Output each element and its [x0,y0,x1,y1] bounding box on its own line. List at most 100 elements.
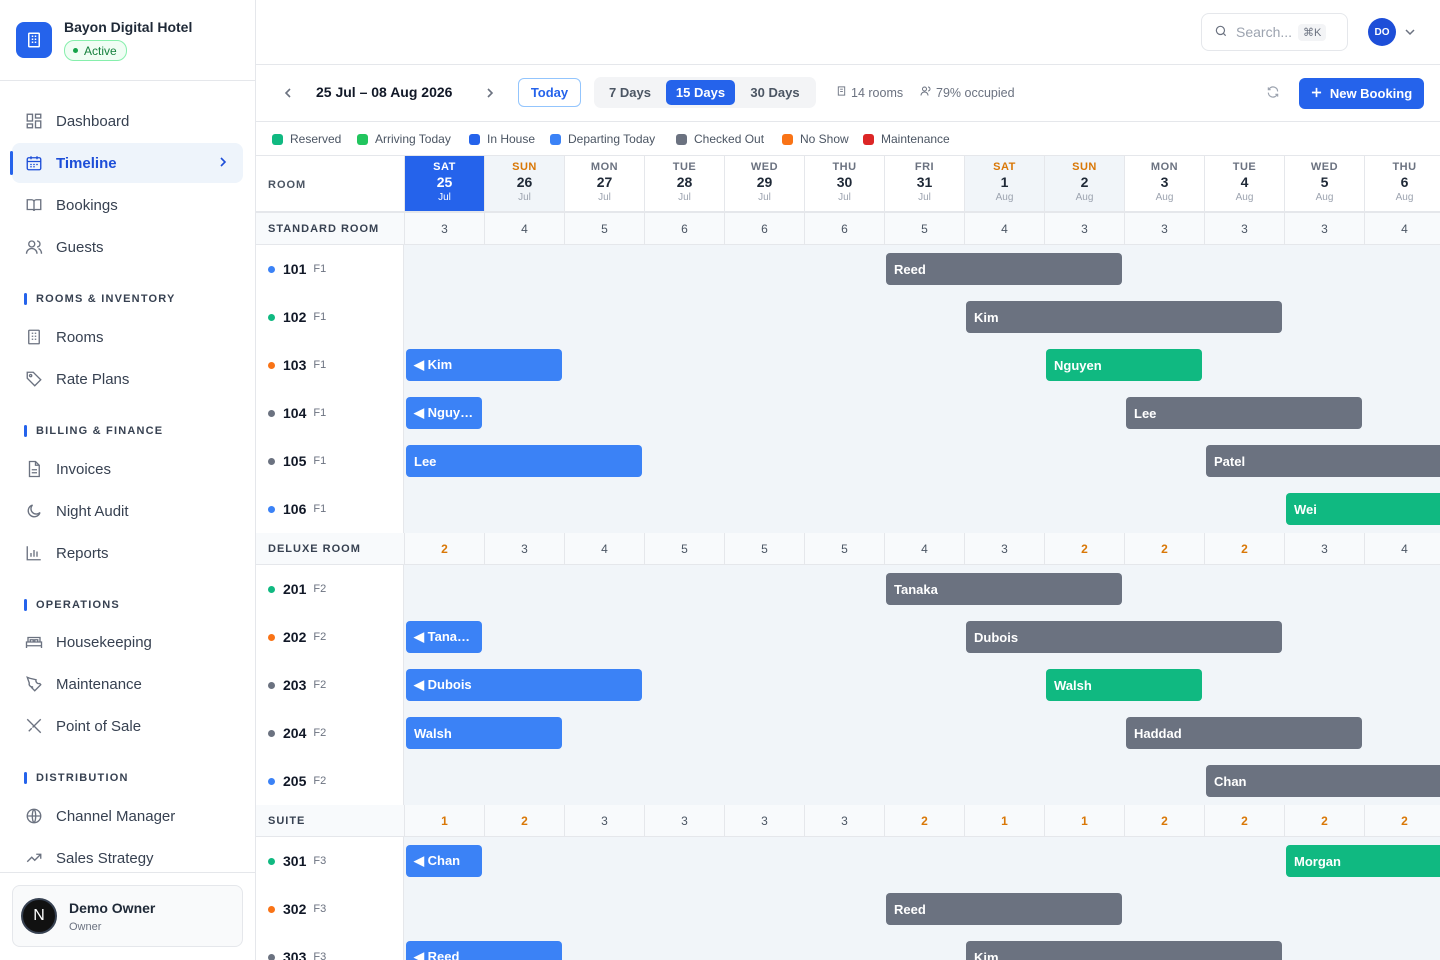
nav-channel-manager[interactable]: Channel Manager [12,796,243,836]
booking-bar[interactable]: Morgan [1286,845,1440,877]
legend-departing-today: Departing Today [550,132,655,146]
booking-bar[interactable]: ◀ Reed [406,941,562,960]
room-track[interactable]: Chan [404,757,1440,805]
booking-bar[interactable]: Walsh [1046,669,1202,701]
nav-bookings[interactable]: Bookings [12,185,243,225]
booking-bar[interactable]: Dubois [966,621,1282,653]
room-label[interactable]: 105 F1 [256,437,404,485]
nav-guests[interactable]: Guests [12,227,243,267]
room-track[interactable]: ◀ Reed Kim [404,933,1440,960]
day-month: Jul [598,192,611,203]
booking-bar[interactable]: ◀ Kim [406,349,562,381]
room-label[interactable]: 303 F3 [256,933,404,960]
room-track[interactable]: Reed [404,885,1440,933]
today-button[interactable]: Today [518,78,581,107]
room-track[interactable]: Reed [404,245,1440,293]
room-floor: F3 [313,951,327,960]
room-status-dot [268,313,275,321]
booking-bar[interactable]: Reed [886,253,1122,285]
booking-bar[interactable]: Walsh [406,717,562,749]
booking-bar[interactable]: Wei [1286,493,1440,525]
room-row: 204 F2 Walsh Haddad [256,709,1440,757]
nav-sales-strategy[interactable]: Sales Strategy [12,838,243,878]
day-number: 26 [516,174,533,190]
room-floor: F2 [313,679,327,691]
room-track[interactable]: ◀ Dubois Walsh [404,661,1440,709]
room-row: 106 F1 Wei [256,485,1440,533]
booking-bar[interactable]: Kim [966,301,1282,333]
header-avatar[interactable]: DO [1368,18,1396,46]
room-track[interactable]: Wei [404,485,1440,533]
booking-bar[interactable]: ◀ Dubois [406,669,642,701]
booking-bar[interactable]: ◀ Tana… [406,621,482,653]
refresh-icon[interactable] [1266,85,1280,102]
room-track[interactable]: ◀ Chan Morgan [404,837,1440,885]
nav-point-of-sale[interactable]: Point of Sale [12,706,243,746]
chevron-down-icon[interactable] [1404,25,1416,41]
nav-rooms[interactable]: Rooms [12,317,243,357]
prev-range-icon[interactable] [282,86,294,103]
building-icon [24,327,44,347]
nav-housekeeping[interactable]: Housekeeping [12,622,243,662]
room-label[interactable]: 102 F1 [256,293,404,341]
room-label[interactable]: 205 F2 [256,757,404,805]
nav-maintenance[interactable]: Maintenance [12,664,243,704]
room-label[interactable]: 106 F1 [256,485,404,533]
legend-swatch [676,133,687,145]
room-label[interactable]: 302 F3 [256,885,404,933]
nav-reports[interactable]: Reports [12,533,243,573]
room-label[interactable]: 203 F2 [256,661,404,709]
booking-bar[interactable]: ◀ Chan [406,845,482,877]
booking-bar[interactable]: Nguyen [1046,349,1202,381]
room-label[interactable]: 103 F1 [256,341,404,389]
room-track[interactable]: ◀ Kim Nguyen [404,341,1440,389]
nav-rate-plans[interactable]: Rate Plans [12,359,243,399]
nav-invoices[interactable]: Invoices [12,449,243,489]
availability-count: 6 [644,213,724,245]
view-15-days[interactable]: 15 Days [666,80,735,105]
room-floor: F2 [313,775,327,787]
booking-bar[interactable]: Chan [1206,765,1440,797]
room-number: 106 [283,501,307,517]
nav-timeline[interactable]: Timeline [10,143,243,183]
booking-bar[interactable]: Lee [406,445,642,477]
availability-count: 3 [1044,213,1124,245]
nav-night-audit[interactable]: Night Audit [12,491,243,531]
day-number: 3 [1160,174,1169,190]
booking-bar[interactable]: Kim [966,941,1282,960]
search-input[interactable]: Search... ⌘K [1201,13,1348,51]
view-30-days[interactable]: 30 Days [750,85,800,100]
legend-checked-out: Checked Out [676,132,764,146]
booking-bar[interactable]: Lee [1126,397,1362,429]
nav-label: Rate Plans [56,370,130,388]
view-7-days[interactable]: 7 Days [609,85,651,100]
booking-bar[interactable]: Reed [886,893,1122,925]
room-label[interactable]: 301 F3 [256,837,404,885]
room-label[interactable]: 202 F2 [256,613,404,661]
brand-header: Bayon Digital Hotel Active [0,0,255,81]
moon-icon [24,501,44,521]
availability-count: 5 [884,213,964,245]
user-profile-card[interactable]: N Demo Owner Owner [12,885,243,947]
booking-bar[interactable]: Tanaka [886,573,1122,605]
booking-bar[interactable]: Haddad [1126,717,1362,749]
day-of-week: SAT [433,161,456,173]
next-range-icon[interactable] [484,86,496,103]
room-track[interactable]: Kim [404,293,1440,341]
room-track[interactable]: ◀ Nguy… Lee [404,389,1440,437]
booking-bar[interactable]: Patel [1206,445,1440,477]
room-track[interactable]: Lee Patel [404,437,1440,485]
new-booking-button[interactable]: New Booking [1299,78,1424,109]
room-track[interactable]: Tanaka [404,565,1440,613]
booking-bar[interactable]: ◀ Nguy… [406,397,482,429]
room-label[interactable]: 101 F1 [256,245,404,293]
room-track[interactable]: Walsh Haddad [404,709,1440,757]
day-number: 31 [916,174,933,190]
nav-dashboard[interactable]: Dashboard [12,101,243,141]
room-label[interactable]: 201 F2 [256,565,404,613]
day-month: Jul [678,192,691,203]
room-label[interactable]: 104 F1 [256,389,404,437]
room-label[interactable]: 204 F2 [256,709,404,757]
day-header: WED 5 Aug [1284,156,1364,211]
room-track[interactable]: ◀ Tana… Dubois [404,613,1440,661]
